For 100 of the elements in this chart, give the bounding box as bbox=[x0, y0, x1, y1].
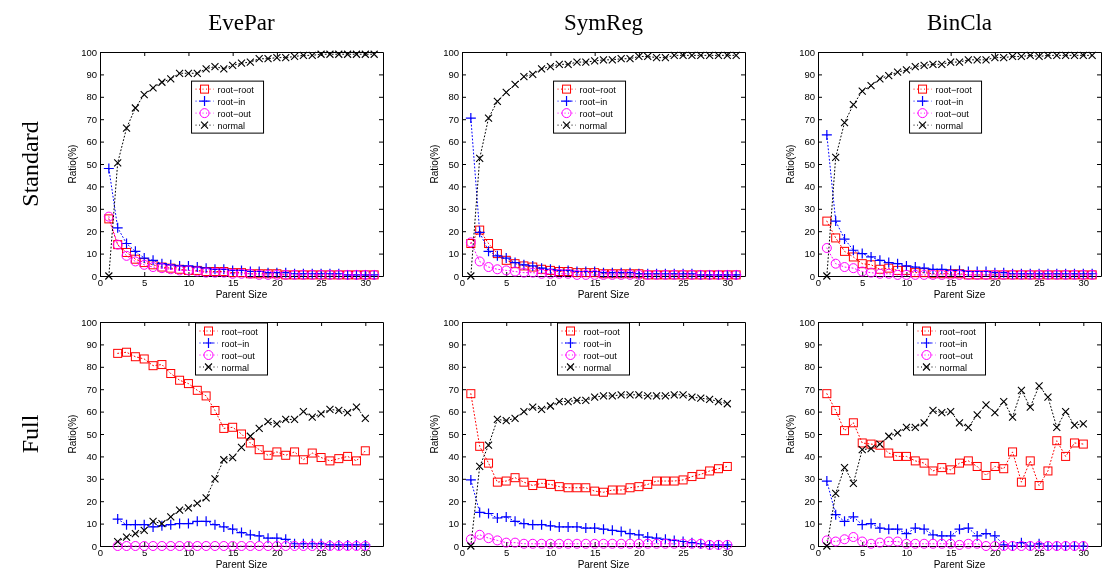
y-axis-title: Ratio(%) bbox=[67, 414, 78, 454]
text: Full bbox=[17, 414, 43, 454]
x-tick-label: 20 bbox=[272, 546, 283, 558]
x-tick-label: 25 bbox=[678, 276, 689, 288]
y-tick-label: 10 bbox=[448, 248, 459, 260]
y-axis-title: Ratio(%) bbox=[429, 414, 440, 454]
legend-label: root−out bbox=[935, 108, 970, 119]
legend-label: root−in bbox=[939, 338, 968, 349]
y-tick-label: 50 bbox=[86, 428, 97, 440]
y-tick-label: 100 bbox=[443, 316, 459, 328]
legend-label: root−in bbox=[221, 338, 250, 349]
y-tick-label: 60 bbox=[804, 136, 815, 148]
x-tick-label: 25 bbox=[1034, 546, 1045, 558]
x-tick-label: 5 bbox=[142, 276, 148, 288]
x-tick-label: 20 bbox=[990, 276, 1001, 288]
y-tick-label: 50 bbox=[86, 158, 97, 170]
y-tick-label: 20 bbox=[86, 495, 97, 507]
y-tick-label: 60 bbox=[448, 406, 459, 418]
y-tick-label: 70 bbox=[86, 383, 97, 395]
y-tick-label: 100 bbox=[443, 46, 459, 58]
x-tick-label: 10 bbox=[901, 276, 913, 288]
y-tick-label: 40 bbox=[448, 450, 459, 462]
x-tick-label: 10 bbox=[183, 276, 195, 288]
legend-label: root−out bbox=[583, 350, 618, 361]
x-tick-label: 15 bbox=[227, 546, 239, 558]
y-tick-label: 30 bbox=[804, 473, 815, 485]
y-tick-label: 80 bbox=[86, 91, 97, 103]
y-tick-label: 30 bbox=[86, 473, 97, 485]
y-tick-label: 60 bbox=[86, 136, 97, 148]
legend-label: root−out bbox=[939, 350, 974, 361]
x-axis-title: Parent Size bbox=[933, 289, 986, 300]
x-tick-label: 20 bbox=[990, 546, 1001, 558]
y-tick-label: 100 bbox=[81, 46, 97, 58]
chart-title: BinCla bbox=[926, 10, 993, 35]
y-tick-label: 40 bbox=[86, 180, 97, 192]
y-axis-title: Ratio(%) bbox=[67, 144, 78, 184]
legend-label: root−in bbox=[217, 96, 246, 107]
x-tick-label: 30 bbox=[1078, 276, 1090, 288]
y-tick-label: 70 bbox=[448, 383, 459, 395]
y-tick-label: 10 bbox=[86, 518, 97, 530]
y-tick-label: 70 bbox=[448, 113, 459, 125]
y-tick-label: 100 bbox=[799, 46, 815, 58]
x-tick-label: 5 bbox=[142, 546, 148, 558]
x-tick-label: 10 bbox=[545, 276, 557, 288]
x-tick-label: 30 bbox=[360, 276, 372, 288]
y-tick-label: 50 bbox=[804, 428, 815, 440]
y-tick-label: 50 bbox=[448, 428, 459, 440]
y-axis-title: Ratio(%) bbox=[429, 144, 440, 184]
y-tick-label: 70 bbox=[804, 113, 815, 125]
legend-label: root−root bbox=[217, 84, 255, 95]
y-tick-label: 60 bbox=[448, 136, 459, 148]
y-tick-label: 90 bbox=[448, 338, 459, 350]
x-axis-title: Parent Size bbox=[215, 289, 268, 300]
y-tick-label: 40 bbox=[86, 450, 97, 462]
legend-label: root−root bbox=[583, 326, 621, 337]
x-tick-label: 25 bbox=[1034, 276, 1045, 288]
x-tick-label: 15 bbox=[227, 276, 239, 288]
legend-label: root−in bbox=[579, 96, 608, 107]
legend-label: normal bbox=[217, 120, 246, 131]
x-tick-label: 30 bbox=[360, 546, 372, 558]
legend-label: root−root bbox=[935, 84, 973, 95]
x-tick-label: 15 bbox=[589, 546, 601, 558]
y-tick-label: 90 bbox=[804, 338, 815, 350]
y-tick-label: 60 bbox=[86, 406, 97, 418]
y-tick-label: 80 bbox=[804, 91, 815, 103]
y-tick-label: 10 bbox=[448, 518, 459, 530]
y-tick-label: 90 bbox=[86, 338, 97, 350]
x-tick-label: 10 bbox=[545, 546, 557, 558]
y-axis-title: Ratio(%) bbox=[785, 144, 796, 184]
y-tick-label: 60 bbox=[804, 406, 815, 418]
x-tick-label: 25 bbox=[678, 546, 689, 558]
y-tick-label: 30 bbox=[448, 203, 459, 215]
x-tick-label: 20 bbox=[272, 276, 283, 288]
legend-label: normal bbox=[935, 120, 964, 131]
x-tick-label: 10 bbox=[183, 546, 195, 558]
x-tick-label: 30 bbox=[1078, 546, 1090, 558]
y-tick-label: 80 bbox=[86, 361, 97, 373]
y-tick-label: 90 bbox=[86, 68, 97, 80]
legend-label: root−out bbox=[217, 108, 252, 119]
x-tick-label: 10 bbox=[901, 546, 913, 558]
x-tick-label: 30 bbox=[722, 276, 734, 288]
x-tick-label: 15 bbox=[945, 546, 957, 558]
y-tick-label: 70 bbox=[804, 383, 815, 395]
y-tick-label: 70 bbox=[86, 113, 97, 125]
y-tick-label: 50 bbox=[448, 158, 459, 170]
y-tick-label: 20 bbox=[86, 225, 97, 237]
y-tick-label: 30 bbox=[448, 473, 459, 485]
y-tick-label: 40 bbox=[448, 180, 459, 192]
x-tick-label: 20 bbox=[634, 546, 645, 558]
y-tick-label: 90 bbox=[804, 68, 815, 80]
x-tick-label: 5 bbox=[504, 276, 510, 288]
legend-label: root−out bbox=[221, 350, 256, 361]
x-tick-label: 5 bbox=[504, 546, 510, 558]
y-tick-label: 100 bbox=[81, 316, 97, 328]
chart-title: EvePar bbox=[208, 10, 276, 35]
x-tick-label: 25 bbox=[316, 276, 327, 288]
legend-label: root−root bbox=[939, 326, 977, 337]
x-axis-title: Parent Size bbox=[933, 559, 986, 570]
y-tick-label: 30 bbox=[86, 203, 97, 215]
chart-title: SymReg bbox=[563, 10, 644, 35]
